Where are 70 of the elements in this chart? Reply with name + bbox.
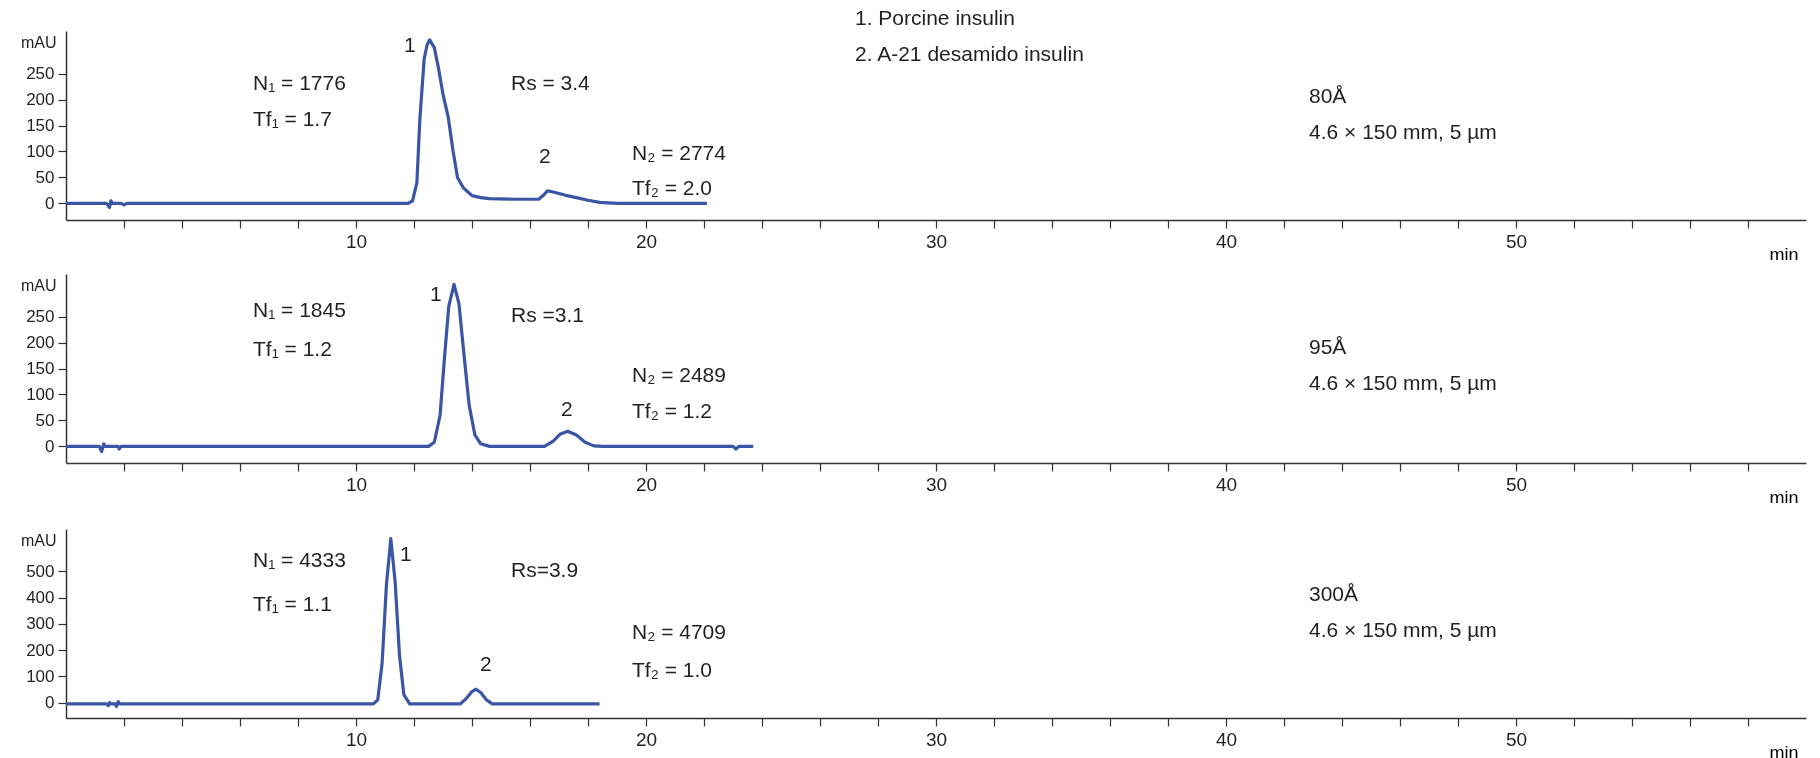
annotation: N₂ = 4709 <box>632 620 726 643</box>
y-tick-label: 100 <box>26 141 55 161</box>
annotation: 1 <box>430 282 442 305</box>
y-tick-label: 0 <box>45 193 55 213</box>
annotation: 4.6 × 150 mm, 5 µm <box>1309 371 1497 394</box>
y-tick-label: 50 <box>35 167 55 187</box>
annotation: 2 <box>480 652 492 675</box>
y-tick-label: 250 <box>26 307 55 327</box>
line-series <box>66 282 755 454</box>
x-tick-label: 50 <box>1505 728 1528 750</box>
x-tick-label: 50 <box>1505 473 1528 495</box>
y-tick-label: 100 <box>26 384 55 404</box>
annotation: N₁ = 1845 <box>253 298 346 321</box>
y-tick-label: 400 <box>26 588 55 608</box>
y-tick-label: 100 <box>26 666 55 686</box>
y-tick-label: 0 <box>45 693 55 713</box>
annotation: Rs=3.9 <box>511 558 579 581</box>
x-tick-label: 40 <box>1215 230 1238 252</box>
y-tick-label: 200 <box>26 640 55 660</box>
annotation: N₁ = 4333 <box>253 548 346 571</box>
text: 1. Porcine insulin <box>855 6 1015 29</box>
x-tick-label: 40 <box>1215 728 1238 750</box>
y-tick-label: 150 <box>26 359 55 378</box>
y-tick-label: 300 <box>26 614 55 634</box>
annotation: 2 <box>561 397 573 420</box>
annotation: N₂ = 2489 <box>632 363 726 386</box>
y-tick-label: 150 <box>26 116 55 135</box>
x-tick-label: 20 <box>635 230 658 252</box>
y-tick-label: 250 <box>26 64 55 84</box>
x-tick-label: 30 <box>925 230 948 252</box>
annotation: 4.6 × 150 mm, 5 µm <box>1309 618 1497 641</box>
annotation: Rs = 3.4 <box>511 71 591 94</box>
y-tick-label: 200 <box>26 90 55 110</box>
y-tick-label: 0 <box>45 436 55 456</box>
y-axis-title: mAU <box>20 276 57 294</box>
annotation: Tf₂ = 1.0 <box>632 658 712 681</box>
y-tick-label: 500 <box>26 561 55 581</box>
annotation: N₁ = 1776 <box>253 71 346 94</box>
x-tick-label: 50 <box>1505 230 1528 252</box>
annotation: Tf₂ = 2.0 <box>632 176 712 199</box>
annotation: Rs =3.1 <box>511 303 584 326</box>
x-tick-label: 30 <box>925 728 948 750</box>
y-tick-label: 200 <box>26 333 55 353</box>
annotation: 4.6 × 150 mm, 5 µm <box>1309 120 1497 143</box>
x-axis-title: min <box>1769 742 1799 758</box>
x-tick-label: 10 <box>345 728 368 750</box>
x-tick-label: 20 <box>635 473 658 495</box>
annotation: Tf₁ = 1.2 <box>253 337 332 360</box>
y-axis-title: mAU <box>20 33 57 51</box>
annotation: 1 <box>404 33 416 56</box>
annotation: N₂ = 2774 <box>632 141 727 164</box>
x-tick-label: 10 <box>345 473 368 495</box>
annotation: 80Å <box>1309 84 1347 107</box>
annotation: Tf₁ = 1.1 <box>253 592 332 615</box>
x-axis-title: min <box>1769 487 1799 508</box>
x-tick-label: 10 <box>345 230 368 252</box>
annotation: 2. A-21 desamido insulin <box>855 42 1084 65</box>
x-tick-label: 40 <box>1215 473 1238 495</box>
annotation: Tf₁ = 1.7 <box>253 107 332 130</box>
annotation: 300Å <box>1309 582 1359 605</box>
annotation: 95Å <box>1309 335 1347 358</box>
y-axis-title: mAU <box>20 531 57 549</box>
y-tick-label: 50 <box>35 410 55 430</box>
x-tick-label: 30 <box>925 473 948 495</box>
annotation: Tf₂ = 1.2 <box>632 399 712 422</box>
annotation: 2 <box>539 144 551 167</box>
x-axis-title: min <box>1769 244 1799 265</box>
line-series <box>66 537 602 709</box>
annotation: 1 <box>400 542 412 565</box>
x-tick-label: 20 <box>635 728 658 750</box>
